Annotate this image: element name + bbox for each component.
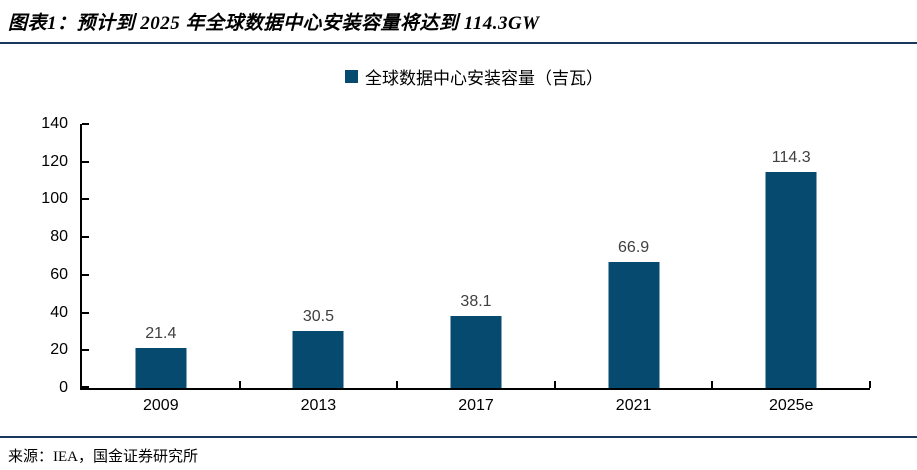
x-axis-label: 2009 — [143, 397, 179, 414]
bar-slot: 114.3 2025e — [712, 124, 871, 414]
x-tick-mark — [238, 381, 241, 388]
x-axis-label: 2013 — [300, 397, 337, 414]
bar-2013 — [292, 330, 344, 388]
data-label: 38.1 — [460, 293, 492, 311]
x-tick-mark — [396, 381, 399, 388]
y-tick-label: 80 — [50, 228, 68, 246]
bar-2009 — [135, 347, 187, 388]
bar-2021 — [608, 261, 660, 388]
data-label: 30.5 — [302, 307, 334, 325]
bar-slot: 38.1 2017 — [397, 124, 556, 414]
title-divider — [0, 42, 917, 44]
y-tick-mark — [82, 386, 89, 388]
y-tick-mark — [82, 236, 89, 239]
x-tick-mark — [868, 381, 871, 388]
legend-label: 全球数据中心安装容量（吉瓦） — [365, 68, 603, 88]
y-tick-mark — [82, 160, 89, 163]
x-axis-label: 2025e — [768, 397, 814, 414]
bar-2017 — [450, 316, 502, 388]
y-tick-label: 40 — [50, 303, 68, 321]
y-tick-label: 120 — [41, 152, 68, 170]
bar-2025e — [765, 172, 817, 388]
y-tick-mark — [82, 198, 89, 201]
footer-divider — [0, 436, 917, 438]
y-tick-label: 0 — [59, 379, 68, 396]
bar-slot: 21.4 2009 — [82, 124, 241, 414]
data-label: 114.3 — [771, 149, 811, 167]
bar-slot: 66.9 2021 — [555, 124, 714, 414]
source-note: 来源：IEA，国金证券研究所 — [8, 449, 198, 465]
y-axis: 0 20 40 60 80 100 120 140 — [0, 115, 68, 396]
x-axis-label: 2021 — [615, 397, 652, 414]
y-tick-mark — [82, 349, 89, 352]
x-tick-mark — [711, 381, 714, 388]
data-label: 21.4 — [145, 324, 177, 342]
x-axis-label: 2017 — [458, 397, 494, 414]
chart-title: 图表1：预计到 2025 年全球数据中心安装容量将达到 114.3GW — [8, 13, 540, 34]
y-tick-mark — [82, 123, 89, 125]
chart-legend: 全球数据中心安装容量（吉瓦） — [80, 66, 868, 88]
y-tick-mark — [82, 311, 89, 314]
y-tick-label: 60 — [50, 265, 68, 283]
x-tick-mark — [553, 381, 556, 388]
data-label: 66.9 — [618, 238, 650, 256]
bar-slot: 30.5 2013 — [240, 124, 399, 414]
y-tick-mark — [82, 273, 89, 276]
y-tick-label: 20 — [50, 341, 68, 359]
y-tick-label: 140 — [41, 115, 68, 132]
plot-area: 21.4 2009 30.5 2013 38.1 2017 66.9 2021 114.3 202… — [80, 123, 871, 414]
y-tick-label: 100 — [41, 190, 68, 208]
legend-square-icon — [345, 69, 358, 83]
